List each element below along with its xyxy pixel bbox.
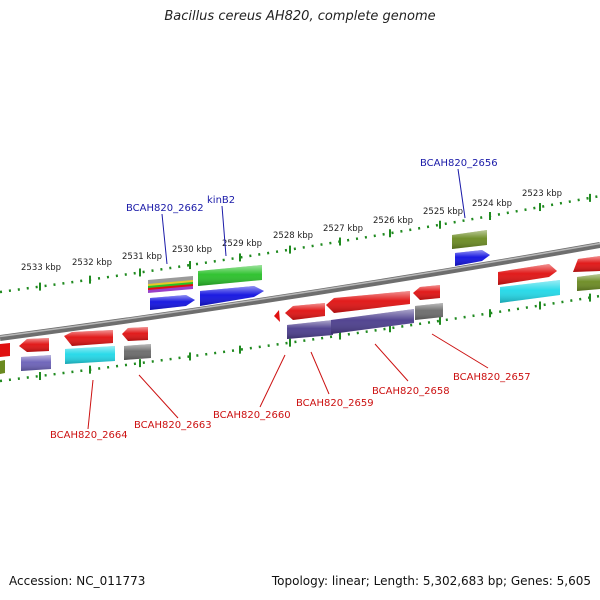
gene-label-bcah820-2657[interactable]: BCAH820_2657 (453, 372, 531, 383)
accession-text: Accession: NC_011773 (9, 574, 146, 588)
tick-label-2525: 2525 kbp (423, 207, 463, 217)
leader-line (374, 343, 409, 382)
gene-label-bcah820-2656[interactable]: BCAH820_2656 (420, 158, 498, 169)
gene-label-kinb2[interactable]: kinB2 (207, 195, 235, 206)
genome-backbone-highlight (0, 242, 600, 338)
gene-glyph[interactable] (0, 343, 10, 357)
gene-label-bcah820-2659[interactable]: BCAH820_2659 (296, 398, 374, 409)
tick-label-2529: 2529 kbp (222, 239, 262, 249)
tick-label-2523: 2523 kbp (522, 189, 562, 199)
leader-line (161, 213, 168, 265)
tick-label-2532: 2532 kbp (72, 258, 112, 268)
gene-label-bcah820-2660[interactable]: BCAH820_2660 (213, 410, 291, 421)
gene-label-bcah820-2662[interactable]: BCAH820_2662 (126, 203, 204, 214)
gene-glyph[interactable] (148, 286, 193, 293)
tick-label-2526: 2526 kbp (373, 216, 413, 226)
genes-top-strand (148, 230, 600, 310)
tick-label-2524: 2524 kbp (472, 199, 512, 209)
topology-summary: Topology: linear; Length: 5,302,683 bp; … (271, 574, 591, 588)
leader-line (87, 379, 94, 430)
leader-line (221, 205, 227, 257)
leader-line (259, 354, 286, 408)
gene-label-bcah820-2664[interactable]: BCAH820_2664 (50, 430, 128, 441)
gene-label-bcah820-2658[interactable]: BCAH820_2658 (372, 386, 450, 397)
tick-label-2528: 2528 kbp (273, 231, 313, 241)
leader-line (431, 333, 489, 369)
tick-label-2533: 2533 kbp (21, 263, 61, 273)
leader-line (457, 168, 466, 219)
leader-line (310, 351, 330, 395)
ruler-bottom-ticks (39, 293, 591, 381)
tick-label-2531: 2531 kbp (122, 252, 162, 262)
leader-line (138, 374, 179, 419)
gene-glyph[interactable] (0, 360, 5, 374)
tick-label-2527: 2527 kbp (323, 224, 363, 234)
ruler-top-ticks (39, 193, 591, 291)
tick-label-2530: 2530 kbp (172, 245, 212, 255)
genes-bottom-strand (0, 285, 443, 374)
genome-backbone (0, 242, 600, 341)
map-title: Bacillus cereus AH820, complete genome (164, 9, 436, 24)
gene-glyph[interactable] (148, 276, 193, 285)
gene-glyph-2660[interactable] (274, 310, 280, 322)
ruler-top (0, 194, 600, 294)
gene-label-bcah820-2663[interactable]: BCAH820_2663 (134, 420, 212, 431)
